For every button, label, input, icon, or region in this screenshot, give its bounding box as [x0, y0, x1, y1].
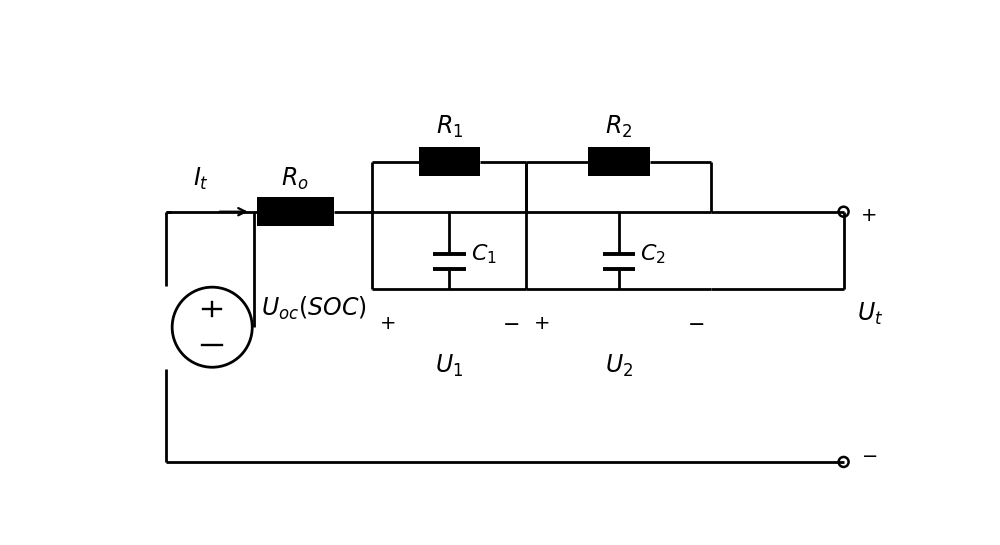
Bar: [419, 147, 480, 176]
Text: +: +: [380, 314, 396, 333]
Text: $R_2$: $R_2$: [605, 114, 632, 140]
Text: $R_1$: $R_1$: [436, 114, 463, 140]
Text: $-$: $-$: [687, 313, 704, 334]
Bar: [257, 197, 334, 226]
Text: $U_2$: $U_2$: [605, 353, 633, 379]
Text: $-$: $-$: [502, 313, 520, 334]
Text: $I_t$: $I_t$: [193, 166, 209, 192]
Text: +: +: [534, 314, 550, 333]
Text: $-$: $-$: [861, 445, 877, 464]
Text: $C_2$: $C_2$: [640, 242, 666, 266]
Text: $U_t$: $U_t$: [857, 301, 884, 327]
Text: $C_1$: $C_1$: [471, 242, 497, 266]
Text: $U_1$: $U_1$: [435, 353, 463, 379]
Text: $U_{oc}(SOC)$: $U_{oc}(SOC)$: [261, 294, 367, 322]
Text: $R_o$: $R_o$: [281, 166, 309, 192]
Bar: [588, 147, 650, 176]
Text: +: +: [861, 206, 877, 225]
